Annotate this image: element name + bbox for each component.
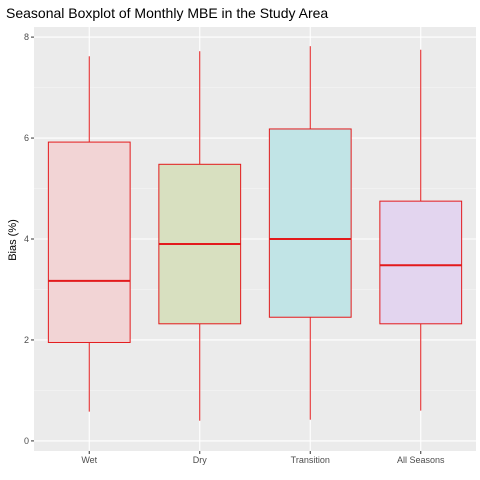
y-tick-label: 8 bbox=[24, 32, 29, 42]
x-tick-label: Transition bbox=[291, 455, 330, 465]
y-tick-label: 0 bbox=[24, 436, 29, 446]
y-axis-label: Bias (%) bbox=[7, 219, 19, 261]
x-tick-label: All Seasons bbox=[397, 455, 445, 465]
box-wet bbox=[47, 56, 131, 412]
box-dry bbox=[158, 51, 242, 421]
boxes-group bbox=[47, 46, 463, 421]
x-tick-label: Wet bbox=[81, 455, 97, 465]
box-iqr bbox=[268, 128, 352, 318]
x-axis: Wet Dry Transition All Seasons bbox=[81, 451, 445, 465]
y-tick-label: 4 bbox=[24, 234, 29, 244]
chart-title: Seasonal Boxplot of Monthly MBE in the S… bbox=[6, 5, 328, 21]
x-tick-label: Dry bbox=[193, 455, 207, 465]
y-axis: 0 2 4 6 8 bbox=[24, 32, 34, 446]
y-tick-label: 6 bbox=[24, 133, 29, 143]
box-all-seasons bbox=[379, 49, 463, 411]
box-iqr bbox=[47, 141, 131, 343]
box-transition bbox=[268, 46, 352, 420]
y-tick-label: 2 bbox=[24, 335, 29, 345]
box-iqr bbox=[379, 200, 463, 325]
